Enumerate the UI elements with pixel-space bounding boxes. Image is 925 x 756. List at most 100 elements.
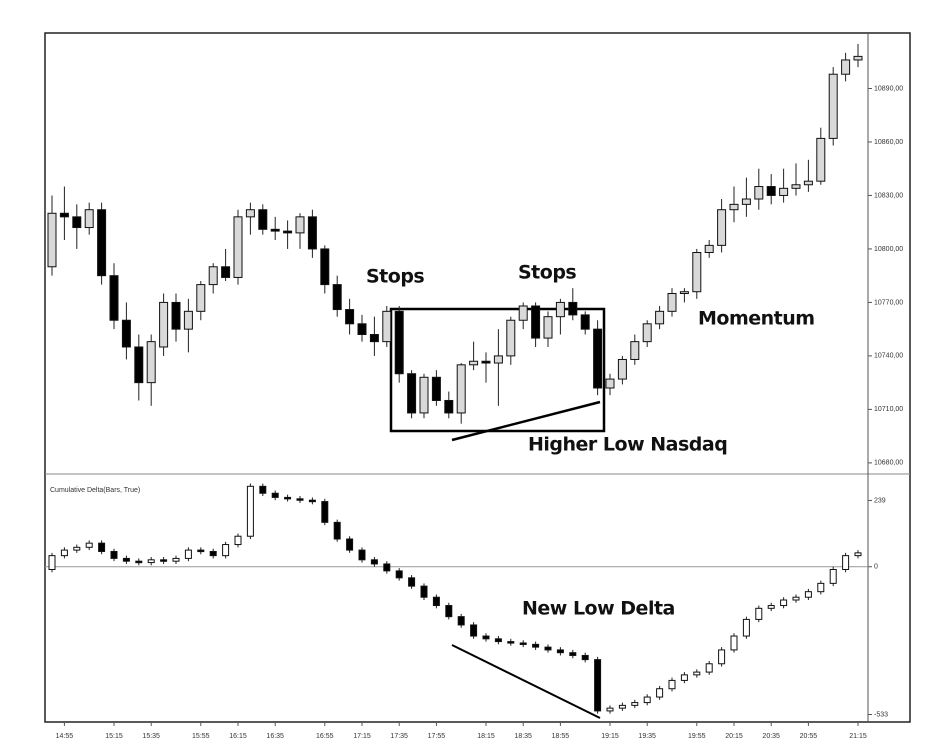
- y-tick-label: 0: [874, 564, 878, 571]
- candle-body: [383, 563, 391, 572]
- candle-body: [72, 216, 82, 229]
- candle-body: [544, 646, 552, 651]
- range-box: [389, 307, 606, 433]
- candle-body: [829, 569, 837, 584]
- candle-body: [679, 291, 689, 295]
- candle-body: [110, 550, 118, 559]
- y-tick-label: 10830,00: [874, 192, 903, 199]
- y-tick-label: 239: [874, 497, 886, 504]
- candle-body: [481, 360, 491, 364]
- candle-body: [73, 546, 81, 551]
- candle-body: [668, 679, 676, 690]
- candle-body: [754, 186, 764, 200]
- candle-body: [655, 310, 665, 325]
- candle-body: [159, 301, 169, 348]
- candle-body: [208, 266, 218, 286]
- candle-body: [333, 521, 341, 540]
- candle-body: [470, 624, 478, 637]
- y-tick-label: 10860,00: [874, 139, 903, 146]
- frame: [44, 32, 911, 723]
- candle-body: [283, 230, 293, 234]
- y-tick-label: 10800,00: [874, 246, 903, 253]
- annotation: Stops: [366, 266, 424, 288]
- x-tick-label: 15:55: [192, 733, 210, 740]
- candle-body: [121, 319, 131, 348]
- x-tick-label: 14:55: [56, 733, 74, 740]
- candle-body: [605, 378, 615, 389]
- candle-body: [346, 538, 354, 551]
- candle-body: [246, 485, 254, 537]
- candle-body: [184, 549, 192, 559]
- x-tick-label: 20:35: [762, 733, 780, 740]
- candle-body: [222, 544, 230, 557]
- candle-body: [704, 244, 714, 253]
- candle-body: [507, 641, 515, 644]
- x-tick-label: 15:35: [142, 733, 160, 740]
- candle-body: [357, 323, 367, 336]
- candle-body: [270, 228, 280, 232]
- candle-body: [680, 674, 688, 681]
- candle-body: [841, 59, 851, 75]
- candle-body: [209, 550, 217, 557]
- candle-body: [667, 293, 677, 312]
- x-tick-label: 19:35: [638, 733, 656, 740]
- candle-body: [370, 559, 378, 565]
- candle-body: [531, 305, 541, 339]
- candle-body: [109, 275, 119, 321]
- candle-body: [742, 618, 750, 637]
- x-tick-label: 17:15: [353, 733, 371, 740]
- candle-body: [766, 186, 776, 196]
- candle-body: [147, 559, 155, 564]
- candle-body: [656, 688, 664, 698]
- candle-body: [853, 55, 863, 61]
- x-tick-label: 18:35: [514, 733, 532, 740]
- candle-body: [630, 341, 640, 360]
- candle-body: [345, 309, 355, 325]
- candle-body: [321, 501, 329, 523]
- candle-body: [494, 638, 502, 643]
- candle-body: [382, 310, 392, 343]
- candle-body: [146, 341, 156, 384]
- x-tick-label: 19:55: [688, 733, 706, 740]
- candle-body: [445, 605, 453, 618]
- candle-body: [197, 549, 205, 553]
- candle-body: [816, 137, 826, 182]
- candle-body: [420, 585, 428, 598]
- candle-body: [59, 212, 69, 218]
- candle-body: [804, 591, 812, 598]
- candle-body: [258, 209, 268, 230]
- candle-body: [593, 328, 603, 389]
- candle-body: [693, 671, 701, 676]
- candle-body: [594, 659, 602, 712]
- y-tick-label: 10710,00: [874, 406, 903, 413]
- candle-body: [295, 216, 305, 234]
- candle-body: [84, 209, 94, 229]
- candle-body: [320, 248, 330, 286]
- candle-body: [60, 549, 68, 557]
- candle-body: [308, 499, 316, 503]
- candle-body: [506, 319, 516, 357]
- candle-body: [122, 557, 130, 562]
- candle-body: [729, 203, 739, 211]
- y-tick-label: 10770,00: [874, 299, 903, 306]
- candle-body: [618, 704, 626, 709]
- x-tick-label: 17:55: [428, 733, 446, 740]
- y-tick-label: 10680,00: [874, 460, 903, 467]
- x-tick-label: 19:15: [601, 733, 619, 740]
- candle-body: [755, 607, 763, 620]
- candle-body: [730, 635, 738, 651]
- candle-body: [196, 284, 206, 312]
- candle-body: [568, 301, 578, 316]
- candle-body: [692, 252, 702, 293]
- candle-body: [48, 555, 56, 570]
- candle-body: [307, 216, 317, 250]
- x-tick-label: 16:35: [266, 733, 284, 740]
- candle-body: [631, 702, 639, 706]
- candle-body: [233, 216, 243, 278]
- candle-body: [519, 642, 527, 645]
- candle-body: [419, 376, 429, 414]
- x-tick-label: 16:15: [229, 733, 247, 740]
- candle-body: [817, 582, 825, 593]
- candle-body: [221, 266, 231, 278]
